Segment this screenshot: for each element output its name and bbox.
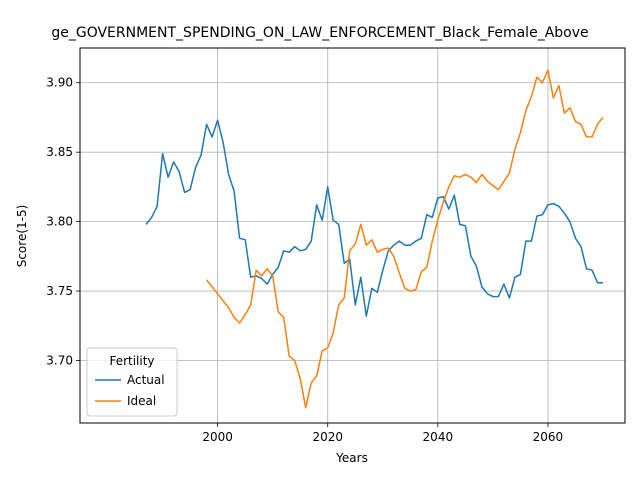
y-tick-label: 3.75 <box>46 284 73 298</box>
legend-label-ideal: Ideal <box>127 394 156 408</box>
y-tick-label: 3.85 <box>46 145 73 159</box>
plot-frame <box>79 47 626 424</box>
x-tick-label: 2020 <box>312 430 343 444</box>
axis-ticks: 2000 2020 2040 2060 3.70 3.75 3.80 3.85 3.90 <box>46 76 563 444</box>
x-tick-label: 2060 <box>533 430 564 444</box>
legend-title: Fertility <box>109 354 154 368</box>
y-axis-label: Score(1-5) <box>15 205 29 268</box>
series-lines <box>145 69 604 409</box>
legend-box <box>86 347 178 417</box>
y-tick-label: 3.90 <box>46 76 73 90</box>
x-tick-label: 2040 <box>423 430 454 444</box>
x-axis-label: Years <box>335 451 368 465</box>
y-tick-label: 3.80 <box>46 215 73 229</box>
y-tick-label: 3.70 <box>46 354 73 368</box>
x-tick-label: 2000 <box>202 430 233 444</box>
legend-label-actual: Actual <box>127 373 165 387</box>
series-line-actual <box>145 119 603 317</box>
legend: Fertility Actual Ideal <box>86 347 178 417</box>
series-line-ideal <box>206 69 604 409</box>
chart-title: ge_GOVERNMENT_SPENDING_ON_LAW_ENFORCEMEN… <box>51 25 588 41</box>
